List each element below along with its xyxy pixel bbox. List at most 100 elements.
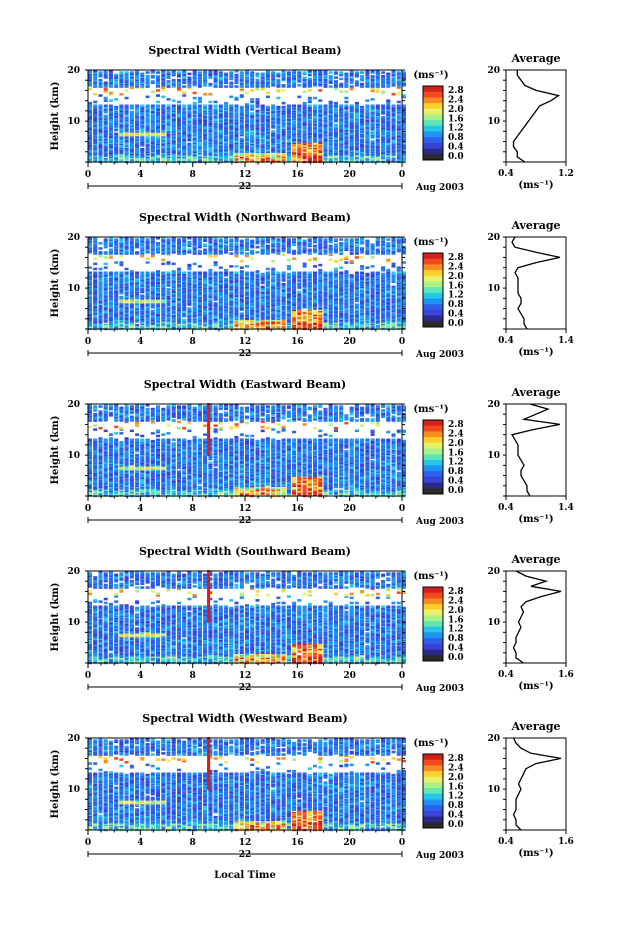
heatmap-cell — [255, 311, 260, 314]
heatmap-cell — [265, 307, 270, 310]
heatmap-cell — [229, 107, 234, 110]
heatmap-cell — [328, 294, 333, 297]
heatmap-cell — [145, 95, 150, 99]
heatmap-cell — [124, 127, 129, 130]
heatmap-cell — [302, 123, 307, 127]
heatmap-cell — [203, 127, 208, 130]
heatmap-cell — [302, 137, 307, 141]
heatmap-cell — [323, 80, 328, 83]
heatmap-cell — [271, 81, 276, 84]
heatmap-cell — [313, 312, 317, 315]
heatmap-cell — [114, 128, 119, 132]
heatmap-cell — [177, 135, 181, 138]
heatmap-cell — [119, 150, 124, 153]
heatmap-cell — [255, 110, 260, 114]
heatmap-cell — [286, 312, 291, 315]
heatmap-cell — [307, 155, 312, 159]
heatmap-cell — [208, 72, 213, 76]
heatmap-cell — [375, 112, 380, 115]
heatmap-cell — [354, 126, 359, 129]
heatmap-cell — [229, 81, 234, 84]
heatmap-cell — [354, 107, 359, 110]
heatmap-cell — [218, 114, 223, 118]
heatmap-cell — [208, 109, 213, 113]
heatmap-cell — [218, 150, 223, 153]
heatmap-cell — [344, 322, 349, 326]
heatmap-cell — [166, 123, 171, 127]
heatmap-cell — [396, 72, 401, 76]
heatmap-cell — [265, 156, 270, 160]
heatmap-cell — [396, 141, 401, 145]
heatmap-cell — [391, 312, 396, 315]
heatmap-cell — [93, 156, 98, 160]
heatmap-cell — [276, 114, 281, 118]
heatmap-cell — [93, 123, 98, 127]
heatmap-cell — [302, 311, 307, 314]
heatmap-cell — [313, 107, 317, 110]
heatmap-cell — [187, 312, 192, 315]
heatmap-cell — [145, 130, 150, 133]
heatmap-cell — [297, 151, 302, 155]
heatmap-cell — [177, 89, 181, 92]
heatmap-cell — [307, 317, 312, 320]
heatmap-cell — [402, 128, 406, 132]
heatmap-cell — [386, 144, 391, 147]
heatmap-cell — [323, 307, 328, 310]
heatmap-cell — [239, 140, 244, 143]
heatmap-cell — [360, 133, 365, 137]
heatmap-cell — [108, 99, 113, 102]
heatmap-cell — [135, 118, 140, 122]
heatmap-cell — [334, 151, 338, 155]
heatmap-cell — [171, 297, 176, 300]
heatmap-cell — [129, 145, 134, 148]
heatmap-cell — [271, 71, 276, 74]
heatmap-cell — [103, 133, 108, 137]
heatmap-cell — [354, 322, 359, 326]
heatmap-cell — [250, 141, 255, 145]
heatmap-cell — [313, 109, 317, 113]
heatmap-cell — [334, 137, 338, 141]
heatmap-cell — [323, 158, 328, 161]
heatmap-cell — [213, 122, 218, 125]
heatmap-cell — [108, 84, 113, 87]
heatmap-cell — [265, 323, 270, 327]
heatmap-cell — [375, 149, 380, 152]
heatmap-cell — [344, 150, 349, 153]
heatmap-cell — [276, 116, 281, 119]
heatmap-cell — [218, 117, 223, 120]
heatmap-cell — [171, 141, 176, 145]
heatmap-cell — [150, 323, 155, 327]
heatmap-cell — [156, 290, 160, 294]
heatmap-cell — [156, 304, 160, 308]
heatmap-cell — [224, 116, 229, 119]
heatmap-cell — [218, 137, 223, 141]
heatmap-cell — [156, 322, 160, 326]
heatmap-cell — [381, 297, 386, 300]
heatmap-cell — [239, 110, 244, 114]
heatmap-cell — [114, 323, 119, 327]
heatmap-cell — [140, 75, 145, 78]
heatmap-cell — [328, 114, 333, 118]
heatmap-cell — [208, 100, 213, 104]
heatmap-cell — [156, 71, 160, 74]
heatmap-cell — [250, 300, 255, 304]
heatmap-cell — [286, 306, 291, 309]
heatmap-cell — [365, 294, 370, 297]
heatmap-cell — [339, 84, 344, 87]
heatmap-cell — [391, 294, 396, 297]
heatmap-cell — [197, 135, 202, 138]
heatmap-cell — [98, 302, 103, 305]
heatmap-cell — [250, 150, 255, 153]
heatmap-cell — [286, 144, 291, 147]
heatmap-cell — [281, 318, 286, 322]
heatmap-cell — [250, 144, 255, 147]
heatmap-cell — [224, 107, 229, 110]
heatmap-cell — [339, 77, 344, 81]
heatmap-cell — [391, 145, 396, 148]
heatmap-cell — [271, 322, 276, 326]
heatmap-cell — [239, 146, 244, 150]
heatmap-cell — [349, 77, 354, 81]
heatmap-cell — [129, 320, 134, 323]
heatmap-cell — [103, 126, 108, 129]
heatmap-cell — [307, 96, 312, 100]
